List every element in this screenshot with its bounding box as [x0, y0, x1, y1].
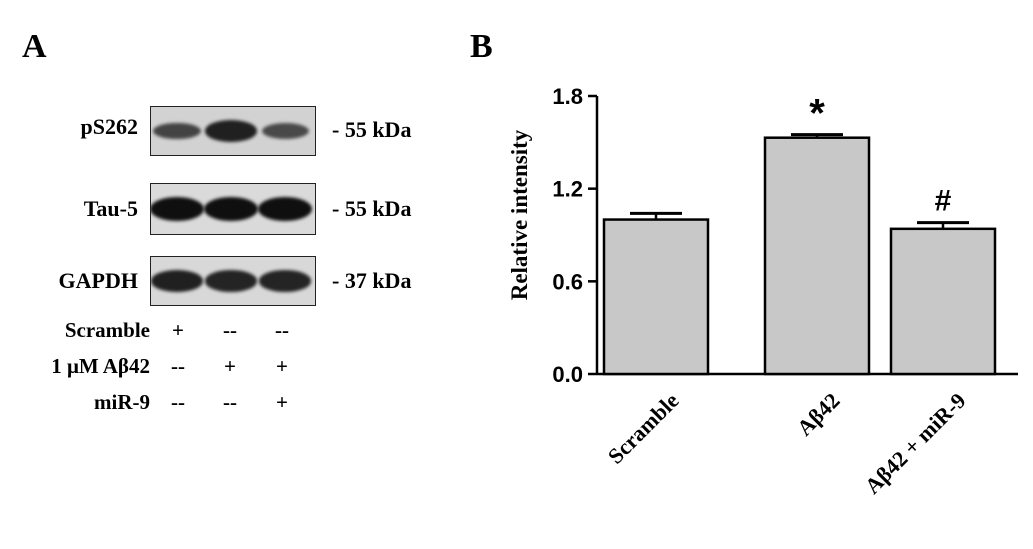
blot-strip-ps262: [150, 106, 316, 156]
y-tick-label: 1.8: [552, 84, 583, 109]
y-tick-label: 0.6: [552, 269, 583, 294]
blot-band: [261, 123, 309, 139]
blot-band: [204, 197, 258, 221]
blot-band: [258, 197, 312, 221]
condition-mark: --: [275, 318, 289, 342]
condition-mark: --: [223, 390, 237, 414]
y-tick-label: 1.2: [552, 177, 583, 202]
blot-row-label-ps262: pS262: [80, 114, 138, 139]
blot-strip-gapdh: [150, 256, 316, 306]
blot-band: [151, 197, 204, 221]
y-tick-label: 0.0: [552, 362, 583, 387]
condition-mark: +: [276, 354, 288, 378]
condition-label-scramble: Scramble: [64, 318, 150, 342]
blot-band: [153, 122, 201, 140]
x-category-label: Aβ42: [792, 388, 845, 441]
bar: [602, 218, 710, 376]
condition-label-mir9: miR-9: [94, 390, 150, 414]
bar: [763, 136, 871, 376]
panel-b-letter: B: [470, 28, 493, 65]
condition-mark: --: [171, 354, 185, 378]
x-category-label: Aβ42 + miR-9: [860, 388, 971, 499]
blot-row-label-gapdh: GAPDH: [58, 268, 138, 293]
panel-a-letter: A: [22, 28, 47, 65]
blot-band: [259, 270, 311, 292]
blot-kda-gapdh: - 37 kDa: [332, 268, 412, 293]
blot-band: [151, 270, 203, 292]
x-category-label: Scramble: [603, 388, 684, 469]
condition-mark: +: [224, 354, 236, 378]
blot-strip-tau5: [150, 183, 316, 235]
y-axis-label: Relative intensity: [507, 129, 532, 300]
blot-band: [205, 120, 257, 142]
condition-label-abeta42: 1 μM Aβ42: [51, 354, 150, 378]
significance-marker: *: [809, 92, 825, 136]
blot-kda-tau5: - 55 kDa: [332, 196, 412, 221]
significance-marker: #: [935, 185, 952, 218]
condition-mark: --: [223, 318, 237, 342]
condition-mark: +: [172, 318, 184, 342]
bar: [889, 227, 997, 376]
blot-kda-ps262: - 55 kDa: [332, 117, 412, 142]
condition-mark: +: [276, 390, 288, 414]
blot-row-label-tau5: Tau-5: [83, 196, 138, 221]
condition-mark: --: [171, 390, 185, 414]
blot-band: [205, 270, 257, 292]
